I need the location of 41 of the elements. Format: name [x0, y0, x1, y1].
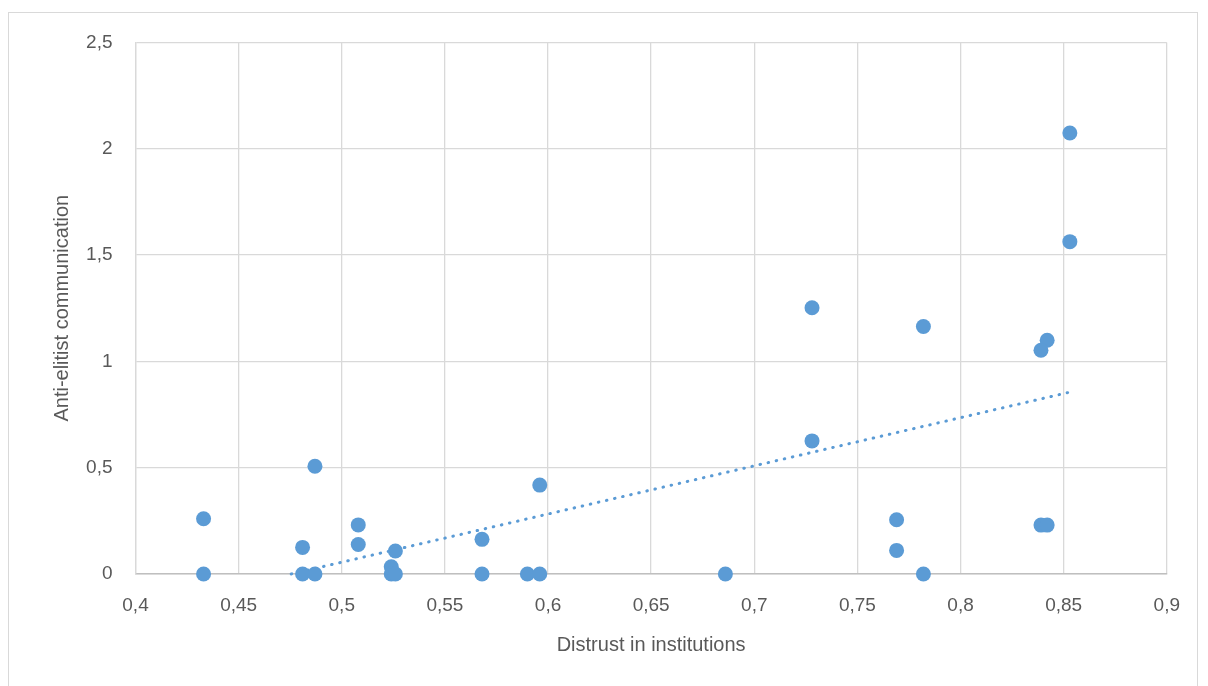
- point: [1062, 234, 1078, 250]
- point: [717, 566, 733, 582]
- y-tick-label: 1,5: [86, 243, 113, 265]
- point: [387, 543, 403, 559]
- point: [474, 531, 490, 547]
- x-tick-label: 0,5: [328, 593, 355, 615]
- point: [1062, 125, 1078, 141]
- x-tick-label: 0,7: [741, 593, 768, 615]
- point: [196, 566, 212, 582]
- x-tick-label: 0,85: [1045, 593, 1083, 615]
- x-tick-label: 0,75: [838, 593, 876, 615]
- point: [889, 512, 905, 528]
- point: [804, 300, 820, 316]
- point: [295, 539, 311, 555]
- y-tick-label: 2,5: [86, 30, 113, 52]
- point: [350, 536, 366, 552]
- point: [532, 566, 548, 582]
- point: [307, 458, 323, 474]
- x-tick-label: 0,45: [220, 593, 258, 615]
- point: [196, 511, 212, 527]
- y-tick-label: 1: [101, 349, 113, 371]
- point: [350, 517, 366, 533]
- point: [307, 566, 323, 582]
- point: [1033, 342, 1049, 358]
- x-tick-label: 0,8: [947, 593, 974, 615]
- y-tick-label: 2: [101, 136, 113, 158]
- point: [474, 566, 490, 582]
- x-tick-label: 0,55: [426, 593, 464, 615]
- point: [889, 542, 905, 558]
- point: [532, 477, 548, 493]
- point: [804, 433, 820, 449]
- y-tick-label: 0: [101, 562, 113, 584]
- x-axis-title: Distrust in institutions: [556, 632, 746, 655]
- x-tick-label: 0,4: [122, 593, 150, 615]
- point: [915, 566, 931, 582]
- point: [915, 318, 931, 334]
- x-tick-label: 0,9: [1153, 593, 1180, 615]
- y-axis-title: Anti-elitist communication: [49, 194, 72, 422]
- x-tick-label: 0,6: [534, 593, 562, 615]
- y-tick-label: 0,5: [86, 455, 113, 477]
- x-tick-label: 0,65: [632, 593, 670, 615]
